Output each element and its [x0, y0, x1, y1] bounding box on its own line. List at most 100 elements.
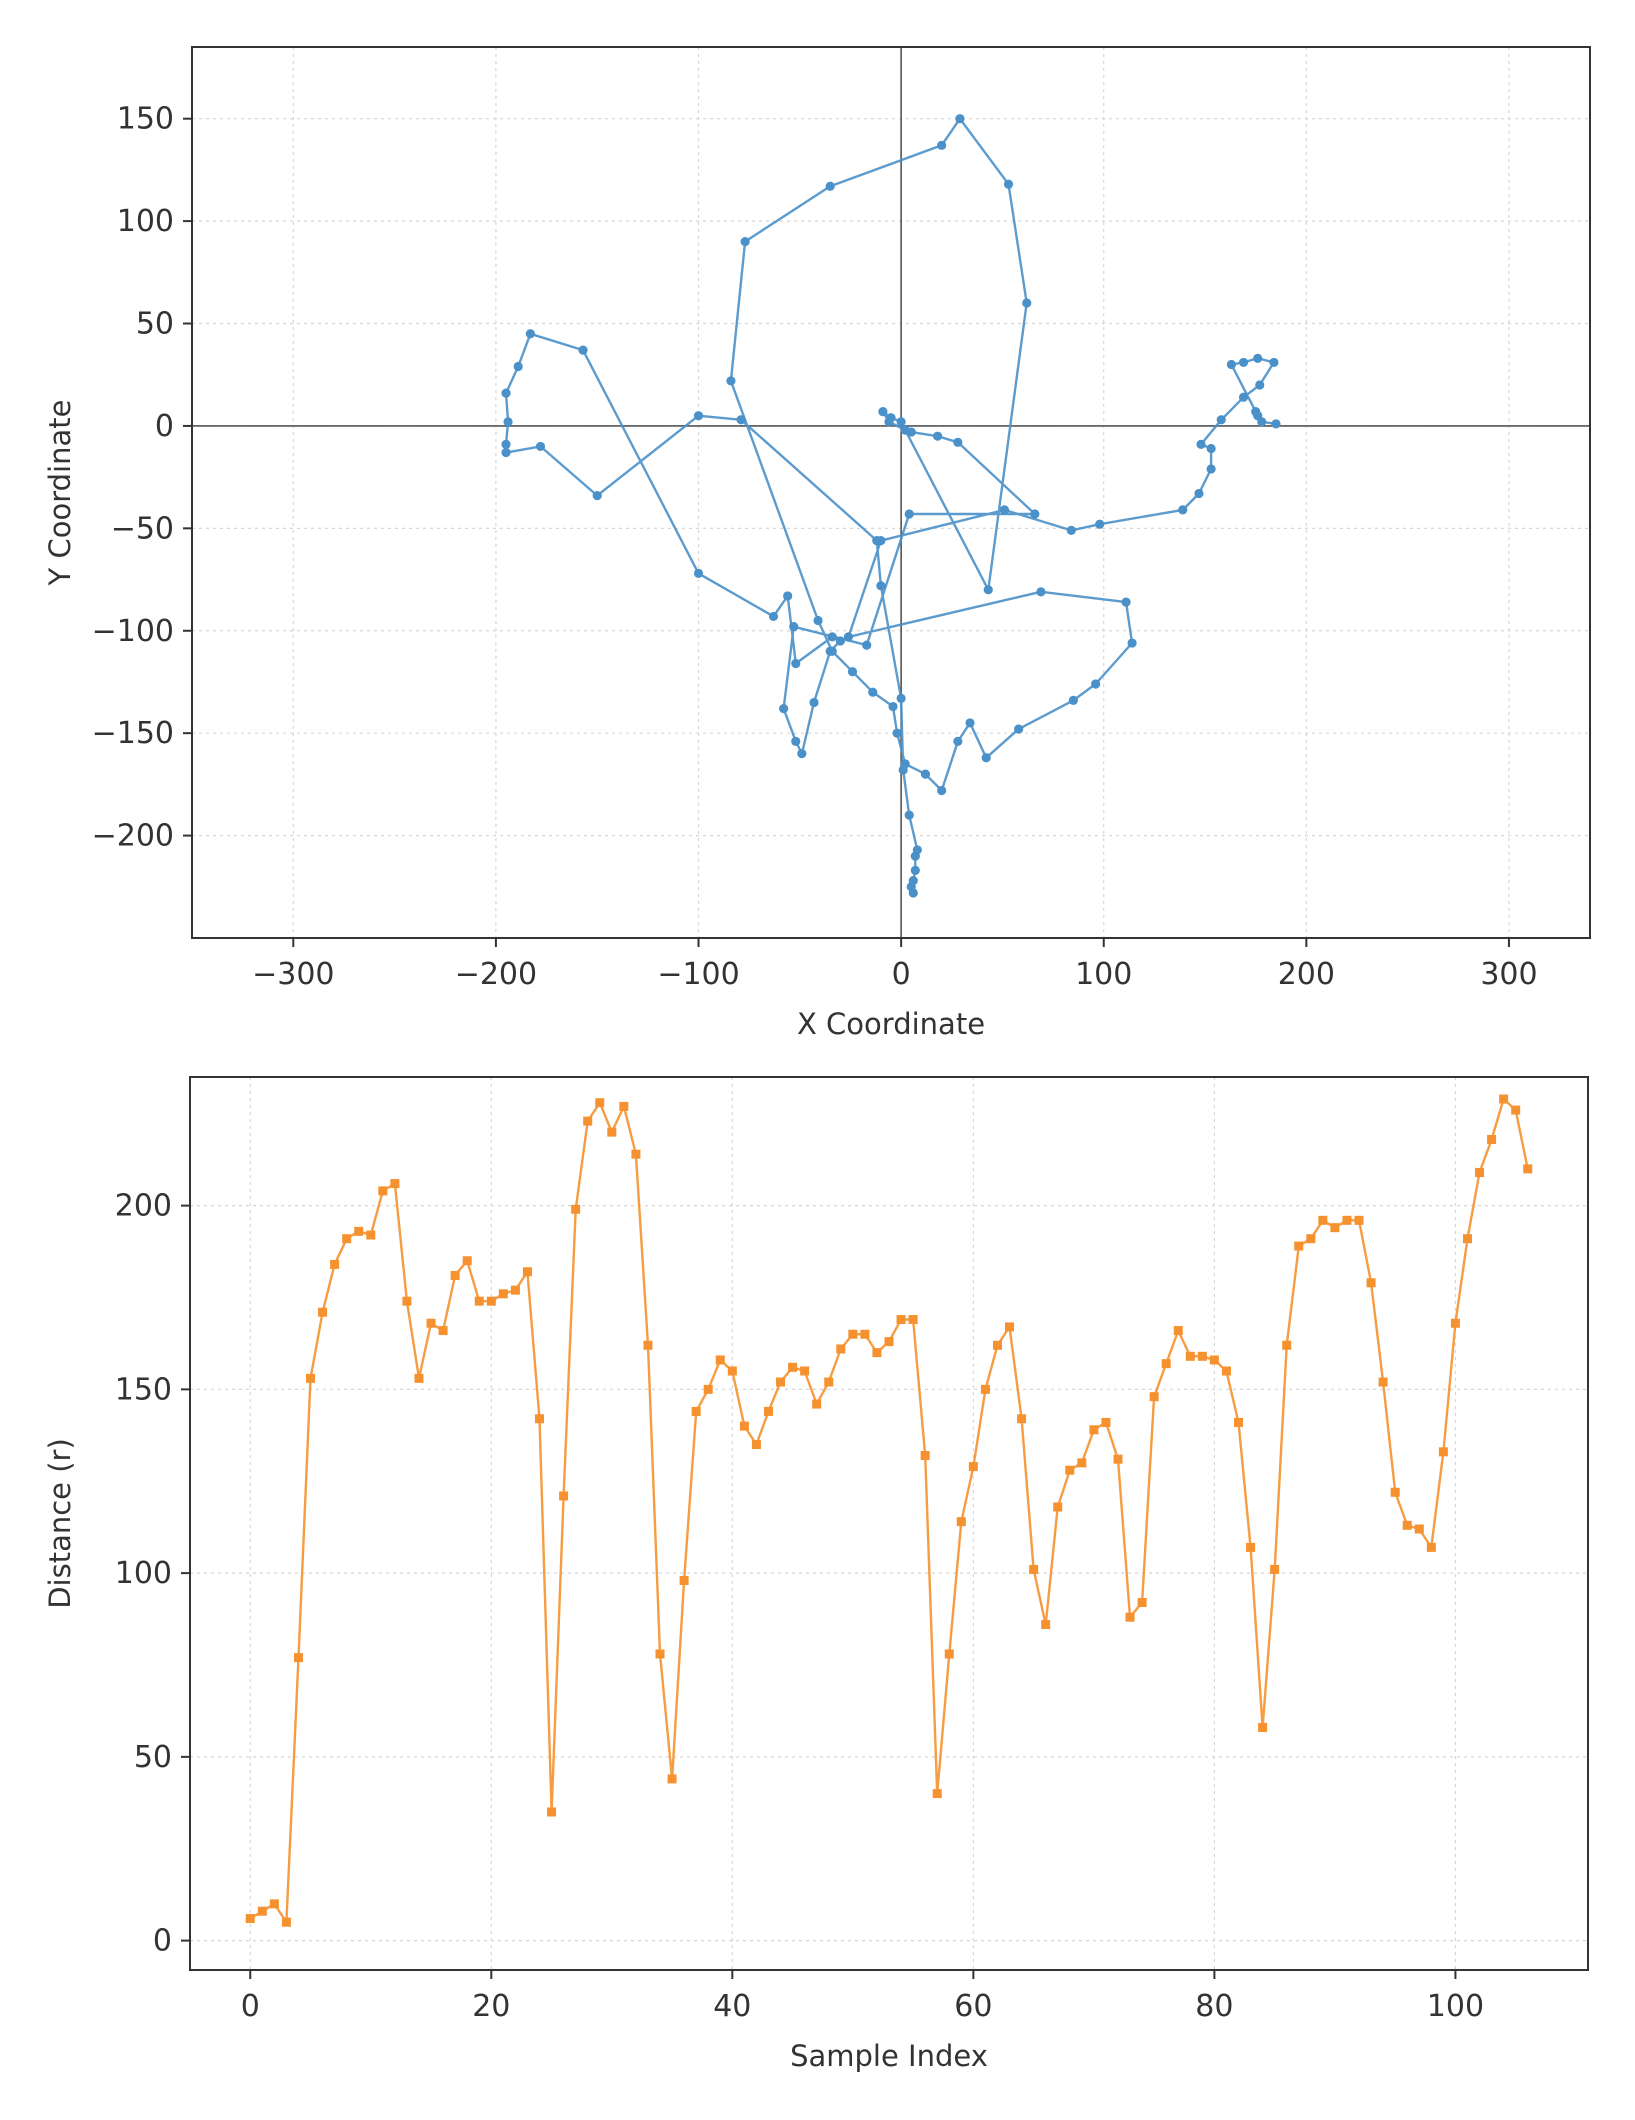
trajectory-data-point	[1194, 488, 1204, 499]
trajectory-data-point	[825, 181, 835, 191]
trajectory-data-point	[1022, 298, 1032, 308]
trajectory-data-point	[878, 406, 888, 417]
distance-data-point	[1511, 1105, 1521, 1115]
distance-data-point	[1137, 1598, 1147, 1608]
distance-y-tick-label: 0	[153, 1924, 172, 1959]
trajectory-data-point	[813, 615, 823, 626]
distance-data-point	[281, 1917, 291, 1927]
trajectory-data-point	[693, 568, 704, 579]
trajectory-y-tick-label: 150	[117, 102, 174, 137]
distance-data-point	[318, 1307, 328, 1317]
trajectory-data-point	[868, 687, 878, 697]
distance-data-point	[306, 1373, 316, 1383]
distance-y-tick-label: 200	[115, 1189, 172, 1224]
distance-data-point	[1246, 1542, 1256, 1552]
trajectory-data-point	[1271, 419, 1281, 429]
distance-data-point	[800, 1366, 810, 1376]
trajectory-x-tick-label: 100	[1075, 957, 1132, 992]
distance-data-point	[727, 1366, 737, 1376]
distance-data-point	[1354, 1215, 1364, 1225]
distance-data-point	[1101, 1417, 1111, 1427]
trajectory-data-point	[1238, 392, 1249, 402]
distance-data-point	[559, 1491, 569, 1501]
trajectory-data-point	[809, 697, 819, 708]
trajectory-data-point	[1206, 464, 1216, 474]
distance-data-point	[1282, 1340, 1292, 1350]
trajectory-data-point	[953, 736, 963, 746]
distance-data-point	[1005, 1322, 1015, 1332]
trajectory-data-point	[900, 425, 910, 435]
distance-data-point	[667, 1774, 677, 1784]
trajectory-y-axis-label: Y Coordinate	[43, 400, 77, 587]
distance-data-point	[1294, 1241, 1304, 1251]
distance-x-tick-label: 80	[1195, 1989, 1233, 2024]
distance-y-tick-label: 100	[115, 1556, 172, 1591]
trajectory-data-point	[835, 636, 845, 646]
trajectory-y-tick-label: −100	[92, 614, 174, 649]
trajectory-data-point	[736, 415, 746, 425]
distance-data-point	[643, 1340, 653, 1350]
distance-data-point	[1402, 1520, 1412, 1530]
trajectory-data-point	[1257, 417, 1267, 427]
distance-data-point	[691, 1406, 701, 1416]
trajectory-x-tick-label: −100	[657, 957, 739, 992]
distance-data-point	[1342, 1215, 1352, 1225]
distance-data-point	[1221, 1366, 1231, 1376]
trajectory-ticks: −300 −200 −100 0 100 200 300 −200 −150 −100 −50 0 50…	[92, 102, 1538, 992]
distance-data-point	[390, 1179, 400, 1189]
distance-data-point	[474, 1296, 484, 1306]
trajectory-data-point	[578, 345, 588, 355]
trajectory-y-tick-label: −200	[92, 819, 174, 854]
distance-data-point	[872, 1348, 882, 1358]
trajectory-data-point	[1091, 679, 1101, 689]
trajectory-data-point	[1036, 587, 1046, 597]
distance-data-point	[1185, 1351, 1195, 1361]
distance-data-point	[980, 1384, 990, 1394]
distance-data-point	[655, 1649, 665, 1659]
distance-data-point	[1053, 1502, 1063, 1512]
trajectory-data-point	[847, 667, 858, 677]
distance-data-point	[896, 1315, 906, 1325]
trajectory-data-point	[1269, 357, 1279, 368]
trajectory-data-point	[740, 236, 750, 247]
trajectory-data-point	[910, 865, 920, 876]
distance-data-point	[1318, 1215, 1328, 1225]
trajectory-data-point	[904, 810, 914, 820]
distance-data-point	[908, 1315, 918, 1325]
trajectory-data-point	[1196, 439, 1206, 449]
trajectory-data-point	[1121, 597, 1131, 607]
distance-data-point	[1438, 1447, 1448, 1457]
trajectory-data-point	[888, 701, 898, 712]
distance-data-point	[402, 1296, 412, 1306]
distance-data-point	[1234, 1417, 1243, 1427]
trajectory-data-point	[827, 646, 837, 656]
trajectory-data-point	[896, 417, 906, 427]
distance-data-point	[595, 1098, 605, 1108]
distance-data-point	[884, 1337, 894, 1347]
distance-data-point	[776, 1377, 786, 1387]
distance-data-point	[245, 1914, 255, 1924]
distance-data-point	[1487, 1134, 1497, 1144]
trajectory-y-tick-label: 50	[136, 307, 174, 342]
trajectory-data-point	[955, 114, 965, 124]
distance-data-point	[1017, 1414, 1027, 1424]
trajectory-data-point	[843, 632, 854, 642]
distance-data-point	[1414, 1524, 1424, 1534]
distance-data-point	[920, 1451, 930, 1461]
trajectory-data-point	[1066, 525, 1076, 535]
distance-data-point	[751, 1439, 761, 1449]
trajectory-data-point	[693, 411, 704, 421]
distance-data-point	[703, 1384, 713, 1394]
trajectory-data-point	[1255, 380, 1265, 390]
trajectory-data-point	[535, 441, 546, 452]
distance-data-point	[944, 1649, 954, 1659]
distance-data-point	[824, 1377, 834, 1387]
distance-grid	[190, 1077, 1588, 1970]
distance-data-point	[330, 1259, 340, 1269]
trajectory-data-point	[726, 376, 736, 386]
trajectory-data-point	[513, 361, 523, 372]
distance-data-point	[968, 1462, 978, 1472]
distance-data-point	[715, 1355, 725, 1365]
distance-data-point	[414, 1373, 424, 1383]
